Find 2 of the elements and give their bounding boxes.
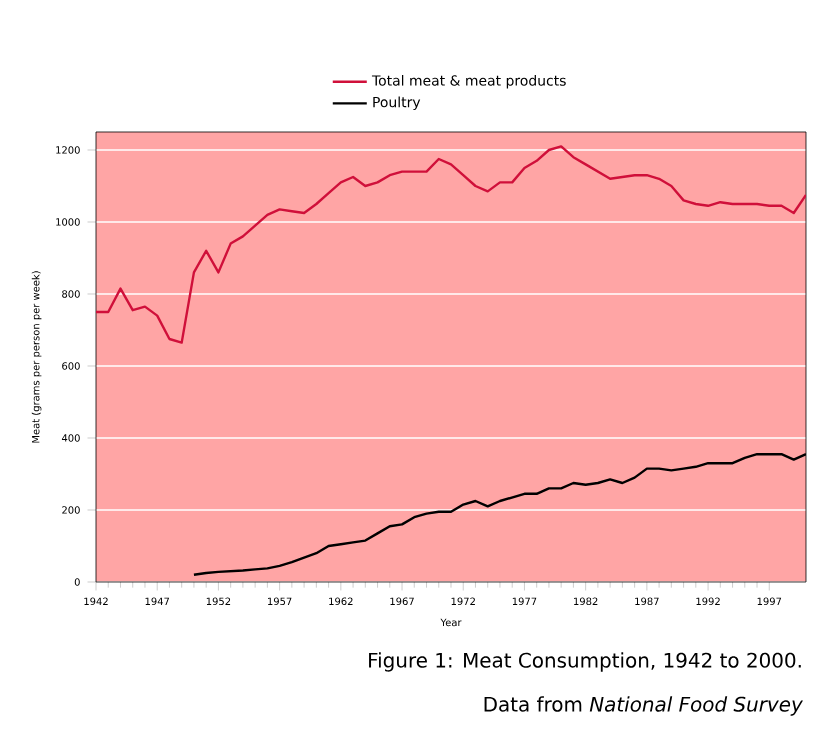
text: Data from National Food Survey	[484, 696, 803, 716]
caption: Figure 1: Meat Consumption, 1942 to 2000.	[369, 652, 801, 672]
